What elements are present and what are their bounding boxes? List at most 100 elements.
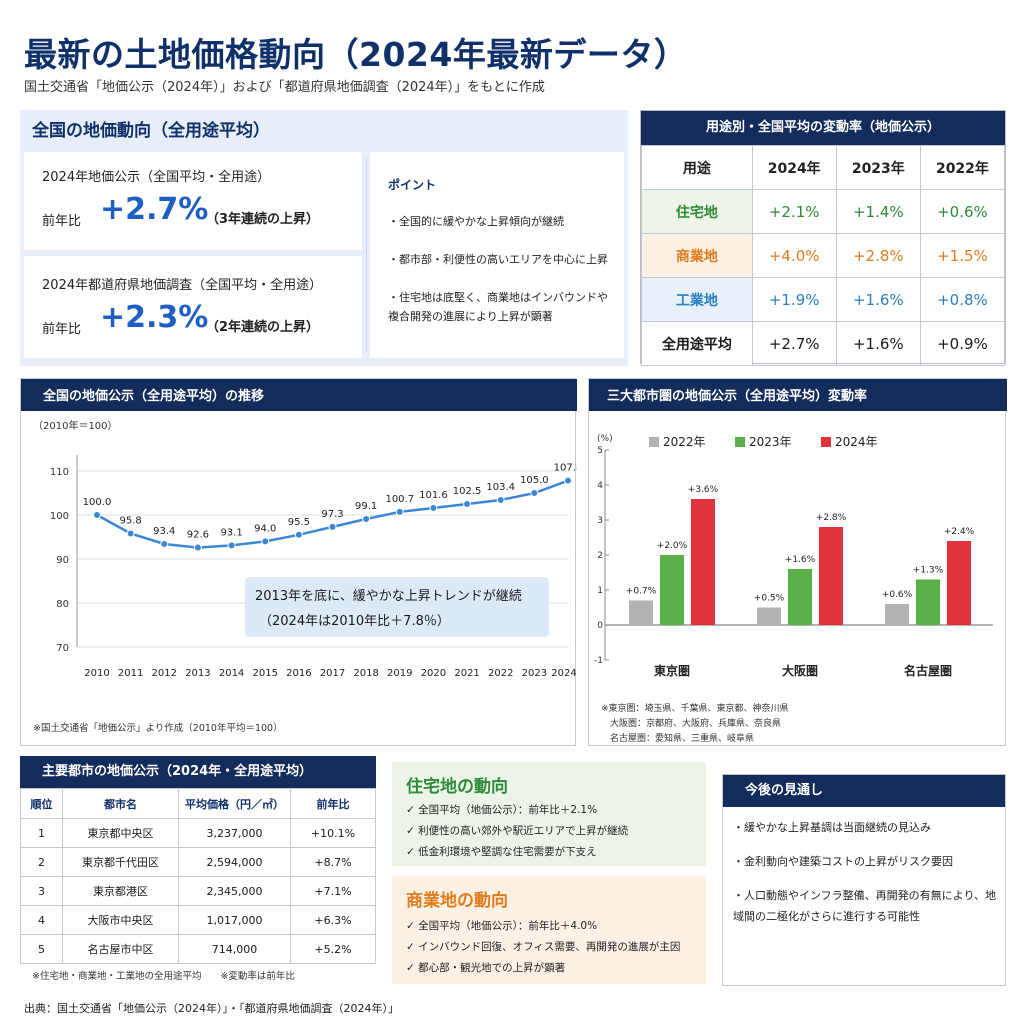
table-cell: +0.8% (919, 277, 1006, 322)
source-note: 出典：国土交通省「地価公示（2024年）」・「都道府県地価調査（2024年）」 (24, 1002, 399, 1015)
table-row: 2 東京都千代田区 2,594,000 +8.7% (20, 847, 376, 877)
x-tick-label: 2011 (118, 668, 143, 679)
rank-cell: 1 (20, 818, 63, 848)
line-chart-title: 全国の地価公示（全用途平均）の推移 (42, 388, 264, 404)
y-tick-label: 5 (597, 446, 603, 456)
index-value-label: 100.7 (385, 494, 414, 505)
trend-callout-line1: 2013年を底に、緩やかな上昇トレンドが継続 (255, 588, 522, 604)
index-point (261, 537, 270, 546)
index-value-label: 100.0 (83, 497, 112, 508)
bar (916, 579, 940, 625)
metro-area-bar-chart: 三大都市圏の地価公示（全用途平均）変動率 (%) 2022年 2023年 2024年… (588, 378, 1007, 746)
point-item: ・全国的に緩やかな上昇傾向が継続 (388, 215, 564, 228)
index-point (463, 500, 472, 508)
x-tick-label: 2012 (152, 668, 177, 679)
table-cell: +1.6% (835, 321, 921, 366)
row-label: 全用途平均 (641, 321, 753, 366)
column-header: 順位 (20, 788, 63, 819)
table-row: 全用途平均 +2.7% +1.6% +0.9% (641, 321, 1006, 366)
index-value-label: 97.3 (321, 509, 343, 520)
table-cell: +2.7% (751, 321, 837, 366)
change-cell: +10.1% (290, 818, 376, 848)
x-tick-label: 2016 (286, 668, 311, 679)
legend-swatch (735, 437, 745, 447)
row-label: 工業地 (641, 277, 753, 322)
bar-footnote: 名古屋圏：愛知県、三重県、岐阜県 (601, 734, 755, 744)
change-cell: +5.2% (290, 934, 376, 964)
outlook-panel: 今後の見通し ・緩やかな上昇基調は当面継続の見込み ・金利動向や建築コストの上昇… (722, 774, 1006, 986)
legend-label: 2024年 (835, 435, 878, 449)
category-label: 東京圏 (654, 663, 690, 678)
x-tick-label: 2013 (185, 668, 210, 679)
card-divider (366, 158, 367, 352)
x-tick-label: 2018 (353, 668, 378, 679)
y-tick-label: 110 (50, 467, 69, 478)
x-tick-label: 2020 (421, 668, 446, 679)
index-point (294, 530, 303, 539)
bar (691, 499, 715, 625)
city-ranking-table: 順位 都市名 平均価格（円／㎡） 前年比 1 東京都中央区 3,237,000 … (20, 788, 376, 964)
table-header-row: 用途 2024年 2023年 2022年 (641, 145, 1006, 190)
national-trend-panel: 全国の地価動向（全用途平均） 2024年地価公示（全国平均・全用途） 前年比 +… (20, 110, 628, 366)
trend-callout (245, 577, 549, 637)
bar-value-label: +2.8% (816, 513, 847, 523)
y-tick-label: 0 (597, 621, 603, 631)
index-point (328, 522, 337, 531)
column-header: 2024年 (751, 145, 837, 190)
x-tick-label: 2024年 (551, 668, 577, 679)
bar-chart-unit: (%) (597, 434, 613, 444)
row-label: 商業地 (641, 233, 753, 278)
y-tick-label: 90 (56, 555, 69, 566)
point-item: ・住宅地は底堅く、商業地はインバウンドや複合開発の進展により上昇が顕著 (388, 291, 608, 323)
table-cell: +2.1% (751, 189, 837, 234)
commercial-trend-item: ✓ 都心部・観光地での上昇が顕著 (406, 962, 566, 974)
index-point (530, 489, 539, 497)
index-value-label: 103.4 (486, 482, 515, 493)
residential-trend-title: 住宅地の動向 (406, 777, 508, 797)
category-label: 名古屋圏 (904, 663, 952, 678)
bar (629, 600, 653, 625)
row-label: 住宅地 (641, 189, 753, 234)
city-name-cell: 東京都千代田区 (62, 847, 179, 877)
residential-trend-item: ✓ 低金利環境や堅調な住宅需要が下支え (406, 846, 597, 858)
index-value-label: 93.4 (153, 526, 175, 537)
column-header: 前年比 (290, 788, 376, 819)
koji-card: 2024年地価公示（全国平均・全用途） 前年比 +2.7% （3年連続の上昇） (24, 152, 362, 250)
table-row: 5 名古屋市中区 714,000 +5.2% (20, 934, 376, 964)
table-cell: +1.5% (919, 233, 1006, 278)
y-tick-label: 70 (56, 643, 69, 654)
rank-cell: 4 (20, 905, 63, 935)
commercial-trend-item: ✓ インバウンド回復、オフィス需要、再開発の進展が主因 (406, 941, 681, 953)
residential-trend-item: ✓ 全国平均（地価公示）：前年比＋2.1% (406, 804, 598, 816)
residential-trend-item: ✓ 利便性の高い郊外や駅近エリアで上昇が継続 (406, 825, 629, 837)
index-point (160, 540, 169, 549)
line-chart-unit: （2010年＝100） (33, 419, 118, 432)
chosa-card-note: （2年連続の上昇） (206, 320, 320, 335)
bar-value-label: +2.0% (657, 541, 688, 551)
index-value-label: 105.0 (520, 475, 549, 486)
rank-cell: 5 (20, 934, 63, 964)
bar (757, 607, 781, 625)
x-tick-label: 2014 (219, 668, 244, 679)
index-value-label: 93.1 (220, 527, 242, 538)
price-cell: 3,237,000 (178, 818, 291, 848)
bar (788, 569, 812, 625)
bar-footnote: 大阪圏：京都府、大阪府、兵庫県、奈良県 (601, 719, 782, 729)
table-cell: +4.0% (751, 233, 837, 278)
category-label: 大阪圏 (782, 663, 818, 678)
table-header-row: 順位 都市名 平均価格（円／㎡） 前年比 (20, 788, 376, 819)
bar-footnote: ※東京圏：埼玉県、千葉県、東京都、神奈川県 (601, 704, 789, 714)
point-item: ・都市部・利便性の高いエリアを中心に上昇 (388, 253, 608, 266)
bar (947, 541, 971, 625)
y-tick-label: 4 (597, 481, 603, 491)
city-name-cell: 東京都中央区 (62, 818, 179, 848)
outlook-item: ・人口動態やインフラ整備、再開発の有無により、地域間の二極化がさらに進行する可能… (733, 889, 997, 923)
usage-table-title: 用途別・全国平均の変動率（地価公示） (641, 111, 1005, 145)
chosa-card-value: +2.3% (100, 300, 209, 335)
change-cell: +6.3% (290, 905, 376, 935)
column-header: 2023年 (835, 145, 921, 190)
bar-value-label: +0.6% (882, 590, 913, 600)
x-tick-label: 2021 (454, 668, 479, 679)
y-tick-label: 1 (597, 586, 603, 596)
index-value-label: 107.8 (554, 463, 577, 474)
